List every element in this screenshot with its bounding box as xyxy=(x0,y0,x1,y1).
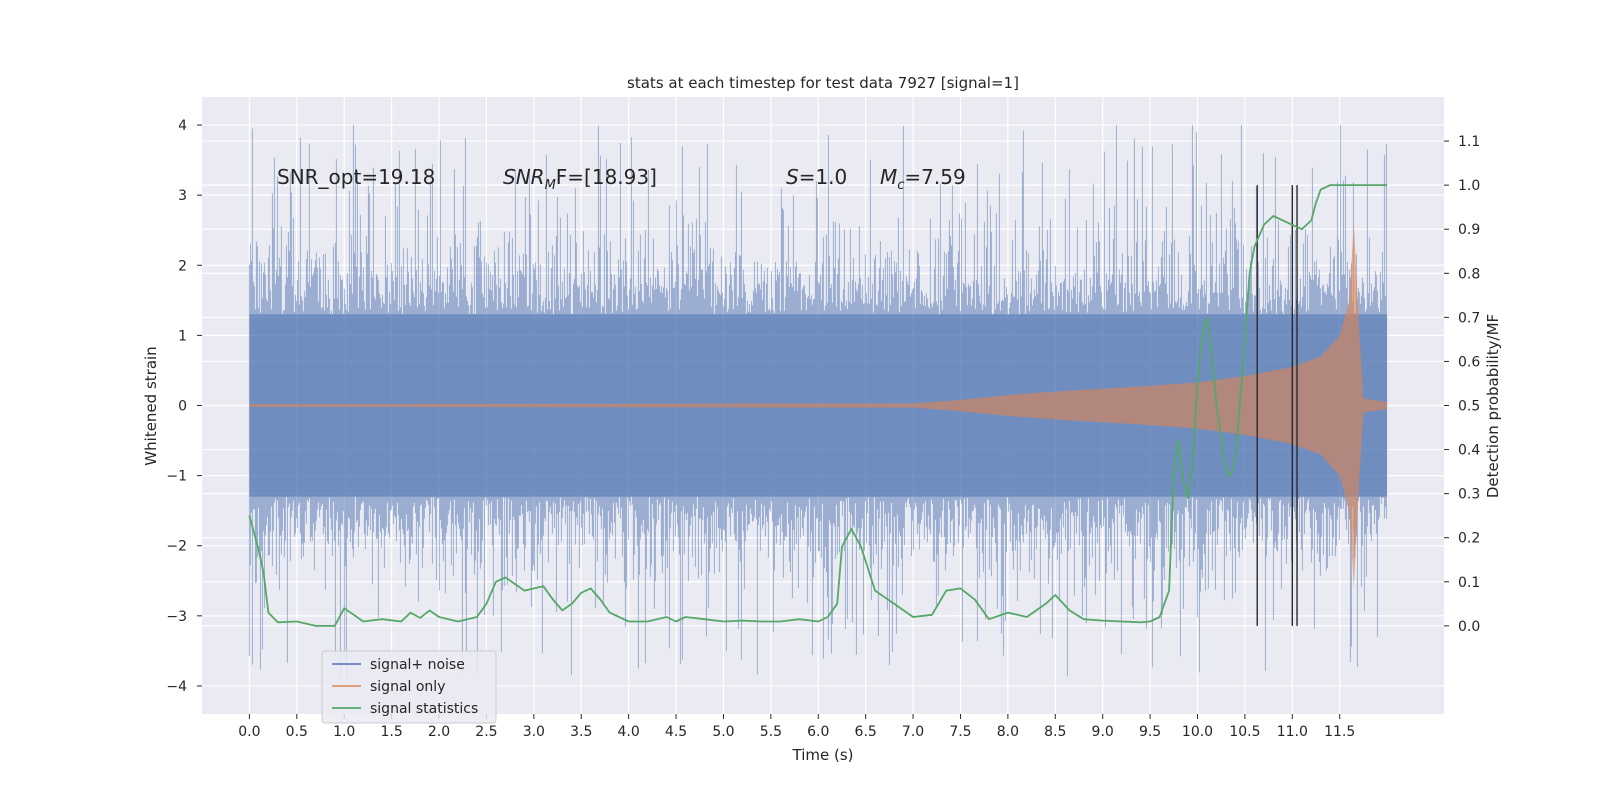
y-left-tick-label: 4 xyxy=(178,118,187,134)
y-left-tick-label: 3 xyxy=(178,188,187,204)
x-tick-label: 7.0 xyxy=(902,724,924,740)
y-right-tick-label: 0.7 xyxy=(1458,310,1480,326)
y-right-tick-label: 1.0 xyxy=(1458,178,1480,194)
y-left-tick-label: 0 xyxy=(178,399,187,415)
x-tick-label: 5.5 xyxy=(760,724,782,740)
x-tick-label: 2.5 xyxy=(475,724,497,740)
x-tick-label: 7.5 xyxy=(949,724,971,740)
legend: signal+ noise signal only signal statist… xyxy=(321,650,497,724)
y-left-tick-label: −4 xyxy=(166,679,187,695)
x-tick-label: 9.5 xyxy=(1139,724,1161,740)
annotation-snr-opt: SNR_opt=19.18 xyxy=(277,165,435,189)
x-tick-label: 3.5 xyxy=(570,724,592,740)
x-tick-label: 10.5 xyxy=(1229,724,1260,740)
y-right-tick-label: 0.2 xyxy=(1458,531,1480,547)
legend-label-signal-noise: signal+ noise xyxy=(370,657,465,673)
annotations: SNR_opt=19.18 SNRMF=[18.93] S=1.0 Mc=7.5… xyxy=(277,165,966,193)
signal-only-envelope xyxy=(249,223,1388,588)
y-left-tick-label: 1 xyxy=(178,328,187,344)
y-left-axis-ticks: −4 −3 −2 −1 0 1 2 3 4 xyxy=(166,118,202,695)
legend-box xyxy=(321,650,497,724)
annotation-s-base: S xyxy=(786,165,799,189)
y-right-axis-label: Detection probability/MF xyxy=(1484,314,1502,498)
y-left-tick-label: −2 xyxy=(166,539,187,555)
annotation-mc-rest: =7.59 xyxy=(904,165,965,189)
x-tick-label: 6.5 xyxy=(855,724,877,740)
x-tick-label: 6.0 xyxy=(807,724,829,740)
x-tick-label: 11.0 xyxy=(1277,724,1308,740)
x-tick-label: 9.0 xyxy=(1092,724,1114,740)
y-right-tick-label: 0.8 xyxy=(1458,266,1480,282)
x-tick-label: 2.0 xyxy=(428,724,450,740)
x-tick-label: 4.5 xyxy=(665,724,687,740)
annotation-snr-mf: SNRMF=[18.93] xyxy=(503,165,657,193)
signal-statistics-series xyxy=(248,184,1388,627)
signal-statistics-line xyxy=(248,184,1388,627)
y-right-tick-label: 0.5 xyxy=(1458,399,1480,415)
x-tick-label: 8.5 xyxy=(1044,724,1066,740)
y-right-tick-label: 0.6 xyxy=(1458,354,1480,370)
chart-title: stats at each timestep for test data 792… xyxy=(627,74,1019,92)
annotation-snr-mf-base: SNR xyxy=(503,165,545,189)
annotation-mc-sub: c xyxy=(897,178,904,193)
y-right-tick-label: 0.3 xyxy=(1458,487,1480,503)
y-left-tick-label: −1 xyxy=(166,469,187,485)
x-tick-label: 4.0 xyxy=(618,724,640,740)
x-tick-label: 8.0 xyxy=(997,724,1019,740)
x-tick-label: 3.0 xyxy=(523,724,545,740)
annotation-s-rest: =1.0 xyxy=(799,165,848,189)
annotation-mc: Mc=7.59 xyxy=(880,165,966,193)
x-tick-label: 1.0 xyxy=(333,724,355,740)
legend-label-signal-statistics: signal statistics xyxy=(370,701,478,717)
annotation-mc-base: M xyxy=(880,165,897,189)
annotation-snr-mf-sub: M xyxy=(545,178,556,193)
x-axis-ticks: 0.0 0.5 1.0 1.5 2.0 2.5 3.0 3.5 4.0 4.5 5.0 5.5 6.0 6… xyxy=(238,714,1355,740)
legend-label-signal-only: signal only xyxy=(370,679,445,695)
y-left-tick-label: 2 xyxy=(178,258,187,274)
x-tick-label: 5.0 xyxy=(712,724,734,740)
y-right-tick-label: 0.0 xyxy=(1458,619,1480,635)
y-right-tick-label: 0.4 xyxy=(1458,443,1480,459)
x-tick-label: 1.5 xyxy=(380,724,402,740)
annotation-snr-mf-rest: F=[18.93] xyxy=(556,165,657,189)
x-tick-label: 10.0 xyxy=(1182,724,1213,740)
signal-only-series xyxy=(249,223,1388,588)
x-tick-label: 11.5 xyxy=(1324,724,1355,740)
y-right-tick-label: 0.1 xyxy=(1458,575,1480,591)
y-right-axis-ticks: 0.0 0.1 0.2 0.3 0.4 0.5 0.6 0.7 0.8 0.9 1.0 1.1 xyxy=(1444,134,1480,635)
vertical-markers xyxy=(1256,185,1298,626)
annotation-s: S=1.0 xyxy=(786,165,847,189)
y-right-tick-label: 1.1 xyxy=(1458,134,1480,150)
y-right-tick-label: 0.9 xyxy=(1458,222,1480,238)
y-left-axis-label: Whitened strain xyxy=(142,346,160,465)
x-tick-label: 0.5 xyxy=(286,724,308,740)
x-tick-label: 0.0 xyxy=(238,724,260,740)
x-axis-label: Time (s) xyxy=(792,746,854,764)
y-left-tick-label: −3 xyxy=(166,609,187,625)
